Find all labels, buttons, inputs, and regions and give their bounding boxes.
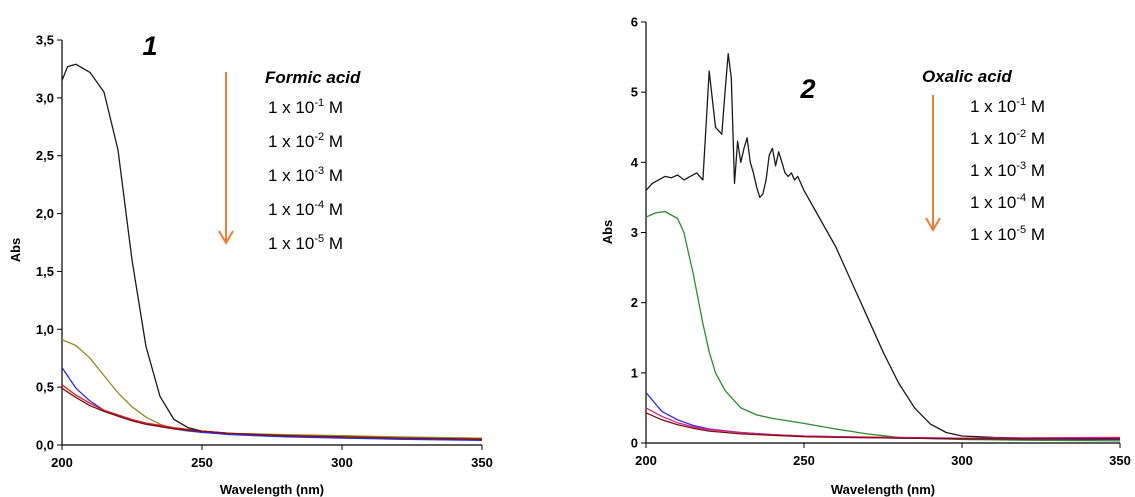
series-line-2: [61, 339, 483, 439]
legend-entry: 1 x 10-3 M: [268, 165, 343, 185]
legend-entry: 1 x 10-4 M: [970, 192, 1045, 212]
series-line-3: [61, 367, 483, 442]
legend-entry: 1 x 10-2 M: [970, 128, 1045, 148]
y-tick-label: 3,5: [36, 33, 54, 48]
y-tick-label: 4: [631, 155, 639, 170]
y-axis-title: Abs: [600, 220, 615, 245]
series-line-2: [645, 210, 1121, 442]
y-tick-label: 0,5: [36, 380, 54, 395]
series-line-4: [645, 407, 1121, 439]
series-line-5: [61, 387, 483, 440]
arrow-head-icon: [218, 230, 234, 245]
x-tick-label: 250: [793, 453, 815, 468]
x-axis-title: Wavelength (nm): [220, 482, 324, 497]
series-line-1: [645, 52, 1120, 439]
x-axis-title: Wavelength (nm): [831, 482, 935, 497]
panel-number: 2: [799, 74, 815, 104]
y-tick-label: 1,5: [36, 264, 54, 279]
legend-entry: 1 x 10-4 M: [268, 199, 343, 219]
y-tick-label: 5: [631, 85, 638, 100]
x-tick-label: 200: [635, 453, 657, 468]
y-tick-label: 0,0: [36, 438, 54, 453]
y-tick-label: 6: [631, 15, 638, 30]
series-line-5: [645, 412, 1120, 440]
y-tick-label: 2,0: [36, 206, 54, 221]
legend-entry: 1 x 10-5 M: [268, 233, 343, 253]
y-tick-label: 3,0: [36, 90, 54, 105]
legend-entry: 1 x 10-1 M: [268, 97, 343, 117]
x-tick-label: 250: [191, 455, 213, 470]
y-axis-title: Abs: [8, 238, 23, 263]
legend-title: Formic acid: [265, 68, 361, 87]
y-tick-label: 2,5: [36, 148, 54, 163]
x-tick-label: 300: [951, 453, 973, 468]
y-tick-label: 0: [631, 436, 638, 451]
x-tick-label: 200: [51, 455, 73, 470]
x-tick-label: 350: [1109, 453, 1131, 468]
legend-entry: 1 x 10-5 M: [970, 224, 1045, 244]
y-tick-label: 1: [631, 365, 638, 380]
chart-panel-1: 0,0 0,5 1,0 1,5 2,0 2,5 3,0 3,5 200 250 300 350 Wave…: [8, 31, 493, 497]
x-tick-label: 350: [471, 455, 493, 470]
series-line-4: [61, 384, 483, 440]
x-tick-label: 300: [331, 455, 353, 470]
legend-entry: 1 x 10-3 M: [970, 160, 1045, 180]
chart-panel-2: 0 1 2 3 4 5 6 200 250 300 350 Wavelength (nm) Abs 2 Ox…: [600, 15, 1131, 497]
y-tick-label: 2: [631, 295, 638, 310]
legend-entry: 1 x 10-1 M: [970, 96, 1045, 116]
panel-number: 1: [142, 31, 157, 61]
y-tick-label: 1,0: [36, 322, 54, 337]
y-tick-label: 3: [631, 225, 638, 240]
legend-title: Oxalic acid: [922, 67, 1012, 86]
legend-entry: 1 x 10-2 M: [268, 131, 343, 151]
arrow-head-icon: [925, 217, 941, 232]
